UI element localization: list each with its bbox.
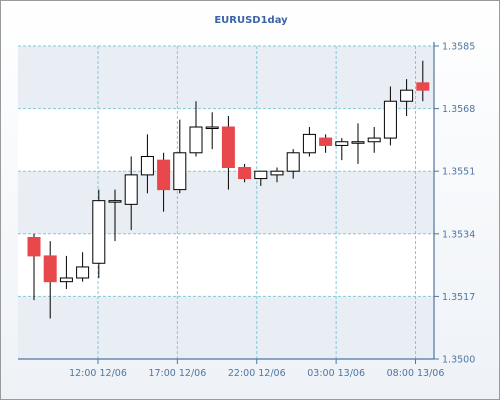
candle-body bbox=[254, 170, 268, 180]
candle-body bbox=[27, 236, 41, 257]
candle bbox=[189, 101, 203, 157]
candle bbox=[351, 123, 365, 164]
candle bbox=[157, 152, 171, 212]
x-tick-label: 22:00 12/06 bbox=[228, 368, 286, 379]
candle bbox=[416, 60, 430, 102]
candle bbox=[27, 233, 41, 301]
candle bbox=[92, 189, 106, 278]
candle-body bbox=[238, 167, 252, 180]
plot-band bbox=[18, 171, 434, 234]
y-axis-ticks: 1.3500 1.3517 1.3534 1.3551 1.3568 1.3585 bbox=[434, 42, 475, 366]
candle bbox=[302, 127, 316, 157]
candle bbox=[367, 127, 381, 153]
x-tick-label: 08:00 13/06 bbox=[387, 368, 445, 379]
candle-body bbox=[92, 200, 106, 264]
candle-body bbox=[173, 152, 187, 191]
candle-body bbox=[124, 174, 138, 205]
candle bbox=[335, 138, 349, 161]
candle-body bbox=[416, 82, 430, 91]
y-tick-label: 1.3534 bbox=[442, 229, 475, 240]
candle bbox=[76, 252, 90, 282]
candle-body bbox=[367, 137, 381, 143]
candle-body bbox=[286, 152, 300, 172]
candle-body bbox=[221, 126, 235, 169]
candle-body bbox=[140, 155, 154, 176]
candle-body bbox=[351, 141, 365, 144]
candle-body bbox=[400, 89, 414, 102]
plot-bands bbox=[18, 46, 434, 359]
chart-title: EURUSD1day bbox=[214, 15, 288, 26]
candle bbox=[43, 241, 57, 319]
candle-body bbox=[76, 266, 90, 279]
y-tick-label: 1.3517 bbox=[442, 292, 475, 303]
candle-body bbox=[189, 126, 203, 154]
y-tick-label: 1.3551 bbox=[442, 167, 475, 178]
plot-band bbox=[18, 296, 434, 359]
y-tick-label: 1.3500 bbox=[442, 355, 475, 366]
candle bbox=[140, 134, 154, 194]
candle bbox=[205, 112, 219, 150]
candle-body bbox=[205, 126, 219, 130]
candle bbox=[286, 149, 300, 179]
x-tick-label: 03:00 13/06 bbox=[307, 368, 365, 379]
y-tick-label: 1.3585 bbox=[442, 42, 475, 53]
candle bbox=[221, 115, 235, 190]
candle bbox=[270, 167, 284, 183]
candle bbox=[319, 134, 333, 153]
candle-body bbox=[157, 159, 171, 191]
candle-body bbox=[270, 170, 284, 176]
candle bbox=[173, 119, 187, 194]
candle-body bbox=[108, 200, 122, 203]
candle bbox=[108, 189, 122, 242]
candle-body bbox=[59, 277, 73, 283]
plot-band bbox=[18, 46, 434, 109]
x-axis-ticks: 12:00 12/06 17:00 12/06 22:00 12/06 03:00 1… bbox=[69, 359, 444, 379]
candle-body bbox=[383, 100, 397, 139]
candle bbox=[400, 79, 414, 116]
axes bbox=[18, 42, 435, 360]
candle-body bbox=[335, 141, 349, 146]
candle bbox=[124, 156, 138, 231]
candle bbox=[383, 86, 397, 146]
candle-body bbox=[43, 255, 57, 283]
x-tick-label: 17:00 12/06 bbox=[148, 368, 206, 379]
x-tick-label: 12:00 12/06 bbox=[69, 368, 127, 379]
candle bbox=[59, 255, 73, 290]
candles bbox=[27, 60, 430, 319]
y-tick-label: 1.3568 bbox=[442, 104, 475, 115]
candle bbox=[254, 170, 268, 186]
candle bbox=[238, 163, 252, 183]
candle-body bbox=[302, 133, 316, 154]
candle-body bbox=[319, 137, 333, 146]
